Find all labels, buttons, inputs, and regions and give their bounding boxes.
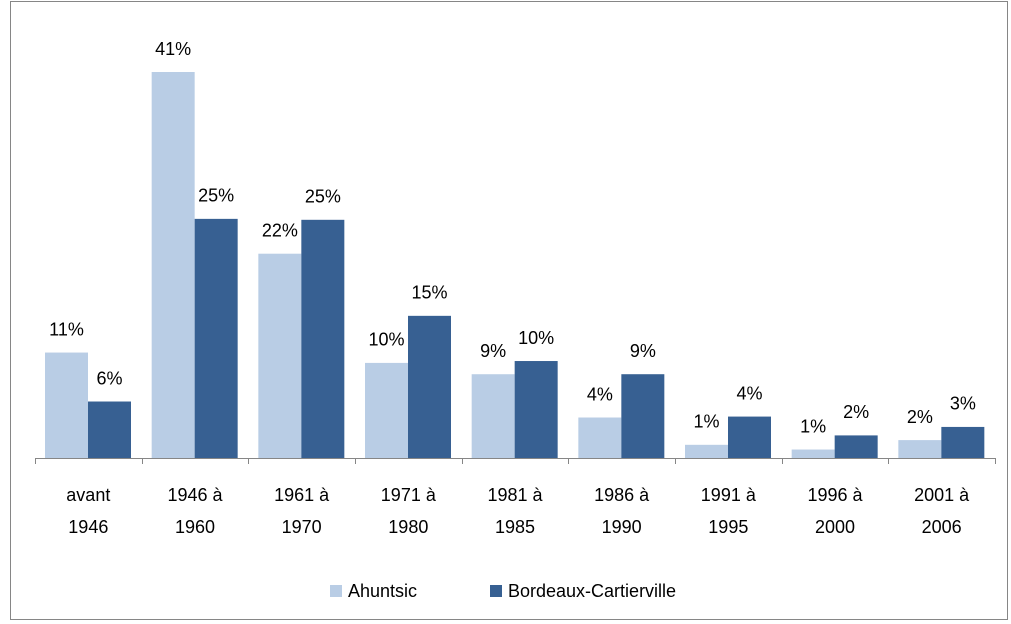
bar (514, 361, 558, 458)
data-label: 25% (305, 187, 341, 207)
x-tick-label: 1996 à 2000 (807, 485, 863, 537)
data-label: 9% (630, 341, 656, 361)
bar (621, 374, 665, 458)
data-label: 2% (843, 402, 869, 422)
x-tick-label: 1981 à 1985 (487, 485, 543, 537)
x-tick-label: avant 1946 (66, 485, 110, 537)
data-label: 1% (693, 412, 719, 432)
data-label: 9% (480, 341, 506, 361)
legend-swatch (490, 585, 502, 597)
data-label: 10% (368, 330, 404, 350)
data-label: 6% (96, 368, 122, 388)
x-tick-label: 1986 à 1990 (594, 485, 650, 537)
data-label: 4% (736, 383, 762, 403)
bar (898, 440, 942, 458)
data-label: 15% (411, 283, 447, 303)
x-tick-label: 1946 à 1960 (167, 485, 223, 537)
bar (941, 426, 985, 458)
legend-label: Ahuntsic (348, 581, 417, 601)
data-label: 11% (49, 319, 84, 339)
data-label: 2% (907, 407, 933, 427)
data-label: 1% (800, 416, 826, 436)
bar (685, 444, 728, 458)
data-label: 41% (155, 39, 191, 59)
x-tick-label: 1991 à 1995 (701, 485, 757, 537)
bar (45, 352, 88, 458)
legend-swatch (330, 585, 342, 597)
bar (301, 219, 345, 458)
bar (258, 253, 302, 458)
bar (151, 72, 195, 458)
bar (88, 401, 131, 458)
legend-label: Bordeaux-Cartierville (508, 581, 676, 601)
data-label: 22% (262, 220, 298, 240)
bar (834, 435, 878, 458)
data-label: 4% (587, 384, 613, 404)
bar (194, 218, 238, 458)
data-label: 25% (198, 186, 234, 206)
bar (365, 362, 408, 458)
data-label: 10% (518, 328, 554, 348)
data-label: 3% (950, 394, 976, 414)
x-tick-label: 1961 à 1970 (274, 485, 330, 537)
x-tick-label: 1971 à 1980 (381, 485, 437, 537)
x-tick-label: 2001 à 2006 (914, 485, 970, 537)
bar (791, 449, 835, 458)
bar (408, 315, 451, 458)
bar (578, 417, 622, 458)
bar (471, 374, 515, 458)
bar (728, 416, 771, 458)
